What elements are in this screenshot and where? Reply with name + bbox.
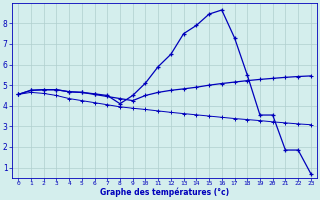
X-axis label: Graphe des températures (°c): Graphe des températures (°c) [100, 188, 229, 197]
